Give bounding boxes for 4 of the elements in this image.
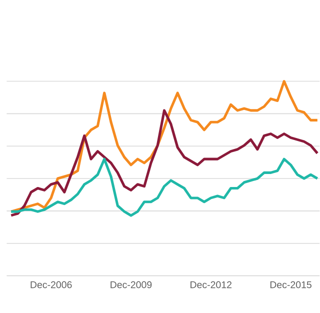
x-tick-label: Dec-2015 [270,281,312,288]
x-tick-label: Dec-2009 [110,281,152,288]
x-tick-label: Dec-2006 [30,281,72,288]
x-tick-label: Dec-2012 [190,281,232,288]
